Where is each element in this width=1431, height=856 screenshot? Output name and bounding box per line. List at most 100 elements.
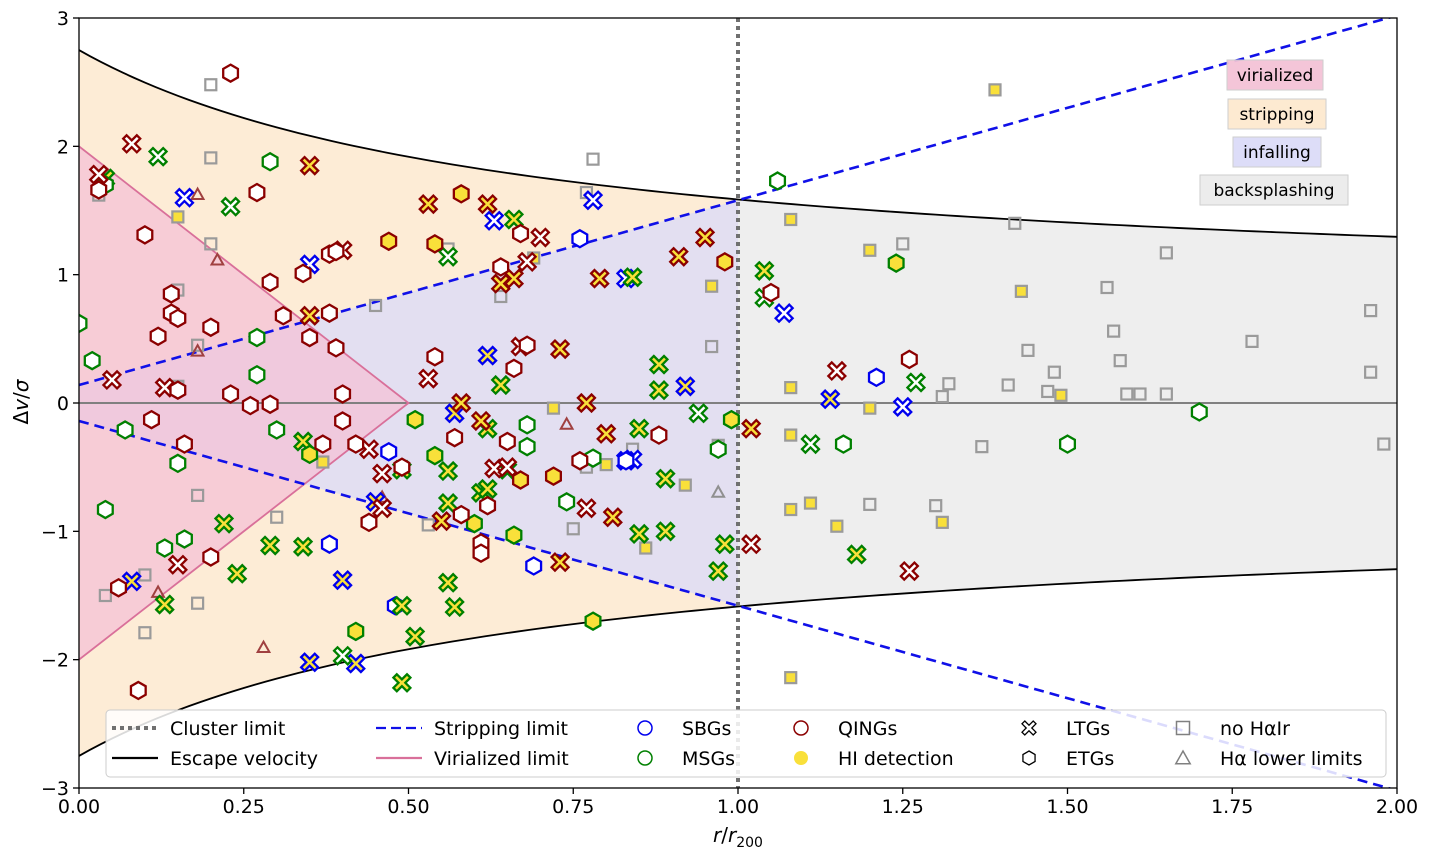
x-tick-label: 0.25 <box>223 796 265 818</box>
region-label-infalling: infalling <box>1243 143 1311 163</box>
x-tick-label: 1.75 <box>1211 796 1253 818</box>
etg-marker <box>129 680 147 701</box>
ltg-marker <box>655 468 676 489</box>
no-haIr-marker <box>1041 384 1055 399</box>
ltg-marker <box>530 227 551 248</box>
etg-marker <box>558 491 576 512</box>
no-haIr-marker <box>705 339 719 354</box>
ltg-marker <box>437 246 459 267</box>
no-haIr-marker <box>191 488 205 502</box>
ltg-marker <box>174 187 195 208</box>
legend-label-5: MSGs <box>682 748 735 770</box>
etg-marker <box>525 556 543 576</box>
ltg-marker <box>800 433 821 455</box>
no-haIr-marker <box>204 78 218 92</box>
no-haIr-marker <box>586 152 600 166</box>
etg-marker <box>380 441 398 462</box>
ha-lower-limit-marker <box>710 484 726 498</box>
ltg-marker <box>227 563 248 584</box>
etg-marker <box>169 453 187 474</box>
no-haIr-marker <box>138 626 152 640</box>
no-haIr-marker <box>270 510 284 524</box>
ltg-marker <box>549 552 571 573</box>
etg-marker <box>650 425 668 445</box>
etg-marker <box>136 225 154 245</box>
no-haIr-marker <box>316 455 330 469</box>
no-haIr-marker <box>784 671 798 685</box>
ltg-marker <box>332 569 353 591</box>
ltg-marker <box>470 410 492 432</box>
y-tick-label: 0 <box>57 393 69 415</box>
etg-marker <box>722 409 740 430</box>
no-haIr-marker <box>1054 388 1068 402</box>
ltg-marker <box>754 260 775 281</box>
ltg-marker <box>714 534 735 555</box>
etg-marker <box>162 284 180 304</box>
etg-marker <box>426 346 444 367</box>
ltg-marker <box>484 210 505 231</box>
legend-handle-4 <box>637 720 653 736</box>
ltg-marker <box>899 560 920 582</box>
legend-box <box>105 709 1387 778</box>
x-tick-label: 2.00 <box>1376 796 1418 818</box>
etg-marker <box>769 171 787 191</box>
no-haIr-marker <box>784 212 798 227</box>
x-tick-label: 1.00 <box>717 796 759 818</box>
etg-marker <box>512 470 530 490</box>
ltg-marker <box>332 645 353 666</box>
etg-marker <box>261 394 279 415</box>
ltg-marker <box>418 193 439 215</box>
no-haIr-marker <box>896 237 910 251</box>
no-haIr-marker <box>1001 378 1015 392</box>
etg-marker <box>268 420 286 440</box>
no-haIr-marker <box>803 496 818 510</box>
etg-marker <box>320 303 338 323</box>
no-haIr-marker <box>599 458 613 472</box>
y-tick-label: −2 <box>41 650 69 672</box>
region-label-stripping: stripping <box>1239 105 1314 125</box>
etg-marker <box>175 434 193 454</box>
etg-marker <box>334 411 352 431</box>
ltg-marker <box>437 460 459 482</box>
ltg-marker <box>372 498 393 519</box>
etg-marker <box>571 228 589 249</box>
no-haIr-marker <box>1107 324 1121 338</box>
region-label-box <box>1232 136 1322 168</box>
y-axis-label: Δv/σ <box>9 378 33 424</box>
no-haIr-marker <box>1364 304 1378 318</box>
ltg-marker <box>391 595 413 616</box>
ltg-marker <box>437 572 459 593</box>
region-label-box <box>1226 59 1324 91</box>
etg-marker <box>314 434 332 454</box>
no-haIr-marker <box>191 596 205 610</box>
ltg-marker <box>88 164 109 185</box>
ltg-marker <box>121 571 142 592</box>
ltg-marker <box>391 672 413 693</box>
legend-handle-10 <box>1175 720 1191 736</box>
no-haIr-marker <box>784 381 798 395</box>
y-tick-label: 2 <box>57 136 69 158</box>
no-haIr-marker <box>705 279 719 293</box>
ha-lower-limit-marker <box>255 639 272 654</box>
region-label-backsplashing: backsplashing <box>1213 181 1334 201</box>
ltg-marker <box>826 360 847 382</box>
axis-ticks: 0.00 0.25 0.50 0.75 1.00 1.25 1.50 1.75 2.00 −3 −2… <box>41 8 1418 818</box>
legend-handle-6 <box>793 720 809 736</box>
no-haIr-marker <box>1159 246 1173 260</box>
no-haIr-marker <box>1364 365 1378 379</box>
no-haIr-marker <box>191 338 205 352</box>
no-haIr-marker <box>639 541 653 555</box>
etg-marker <box>222 384 240 404</box>
ltg-marker <box>477 345 498 366</box>
ltg-marker <box>299 155 320 176</box>
etg-marker <box>406 409 424 430</box>
etg-marker <box>169 308 187 329</box>
etg-marker <box>327 337 345 358</box>
etg-marker <box>116 420 134 440</box>
ltg-marker <box>602 507 623 528</box>
ltg-marker <box>846 544 867 565</box>
ltg-marker <box>101 369 123 391</box>
escape-velocity-upper <box>79 49 1397 238</box>
no-haIr-marker <box>830 519 844 533</box>
ltg-marker <box>582 190 604 211</box>
